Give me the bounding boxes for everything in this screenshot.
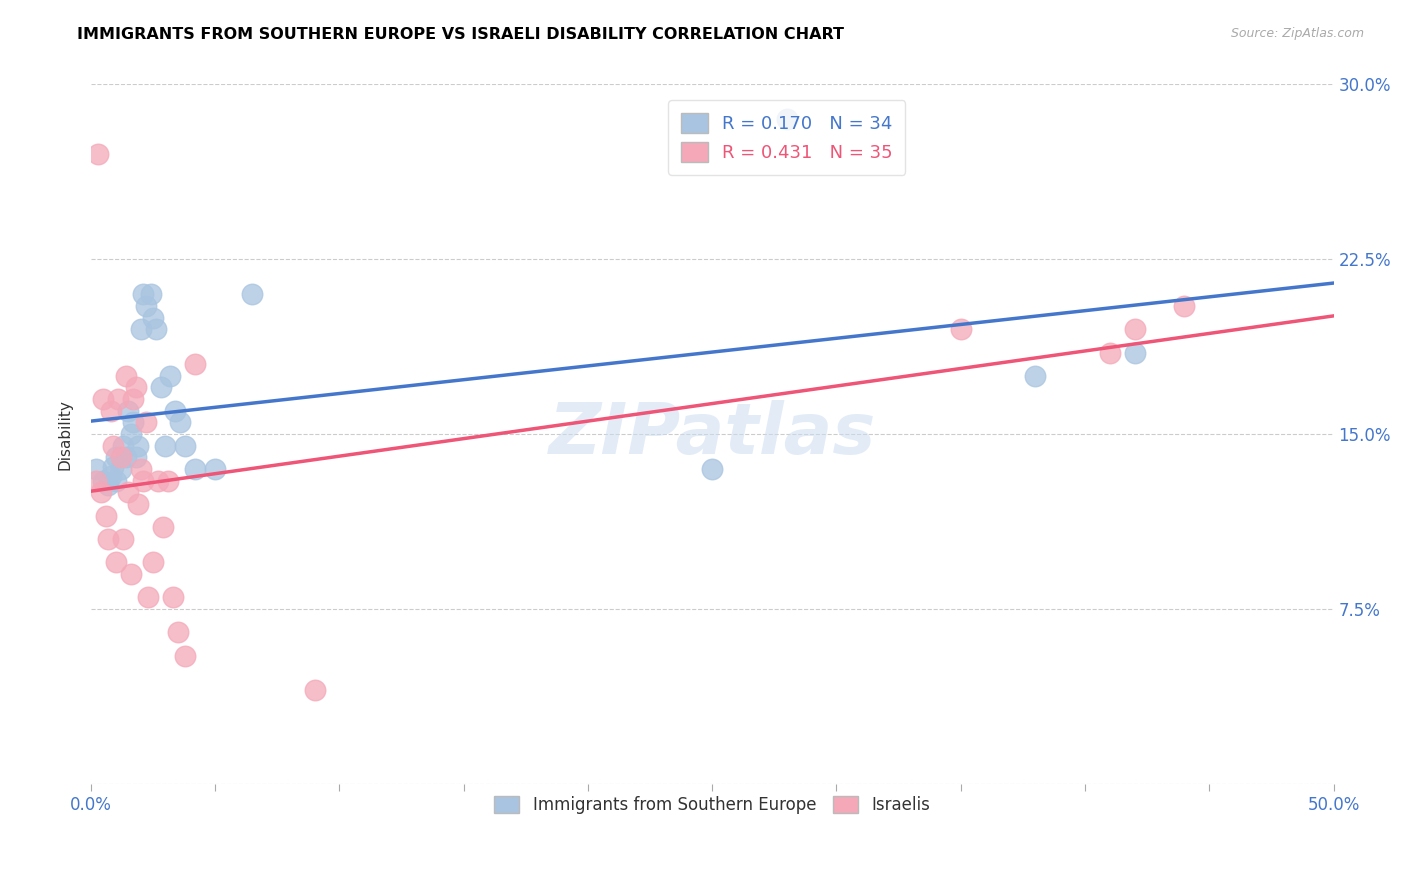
Point bbox=[1098, 345, 1121, 359]
Point bbox=[84, 474, 107, 488]
Point bbox=[204, 462, 226, 476]
Point bbox=[129, 322, 152, 336]
Legend: Immigrants from Southern Europe, Israelis: Immigrants from Southern Europe, Israeli… bbox=[485, 786, 941, 824]
Point bbox=[152, 520, 174, 534]
Point bbox=[129, 462, 152, 476]
Point bbox=[120, 427, 142, 442]
Point bbox=[112, 532, 135, 546]
Point bbox=[304, 683, 326, 698]
Point bbox=[776, 112, 799, 127]
Text: Source: ZipAtlas.com: Source: ZipAtlas.com bbox=[1230, 27, 1364, 40]
Point bbox=[100, 404, 122, 418]
Point bbox=[122, 392, 145, 406]
Point bbox=[122, 416, 145, 430]
Point bbox=[135, 416, 157, 430]
Point bbox=[114, 368, 136, 383]
Point bbox=[104, 474, 127, 488]
Point bbox=[93, 392, 115, 406]
Point bbox=[97, 478, 120, 492]
Point bbox=[1123, 322, 1146, 336]
Point bbox=[132, 287, 155, 301]
Text: ZIPatlas: ZIPatlas bbox=[548, 400, 876, 468]
Point bbox=[120, 566, 142, 581]
Point bbox=[84, 462, 107, 476]
Point bbox=[1173, 299, 1195, 313]
Point bbox=[162, 591, 184, 605]
Point bbox=[124, 380, 146, 394]
Point bbox=[149, 380, 172, 394]
Point bbox=[127, 497, 149, 511]
Point bbox=[110, 450, 132, 465]
Point bbox=[139, 287, 162, 301]
Point bbox=[1024, 368, 1046, 383]
Text: IMMIGRANTS FROM SOUTHERN EUROPE VS ISRAELI DISABILITY CORRELATION CHART: IMMIGRANTS FROM SOUTHERN EUROPE VS ISRAE… bbox=[77, 27, 845, 42]
Point bbox=[167, 625, 190, 640]
Point bbox=[145, 322, 167, 336]
Point bbox=[117, 404, 139, 418]
Point bbox=[949, 322, 972, 336]
Point bbox=[136, 591, 159, 605]
Point bbox=[104, 450, 127, 465]
Point bbox=[142, 310, 165, 325]
Point bbox=[174, 648, 197, 663]
Point bbox=[90, 485, 112, 500]
Point bbox=[100, 469, 122, 483]
Point bbox=[94, 508, 117, 523]
Y-axis label: Disability: Disability bbox=[58, 399, 72, 469]
Point bbox=[97, 532, 120, 546]
Point bbox=[117, 485, 139, 500]
Point bbox=[107, 392, 129, 406]
Point bbox=[184, 357, 207, 371]
Point bbox=[169, 416, 191, 430]
Point bbox=[142, 555, 165, 569]
Point bbox=[104, 555, 127, 569]
Point bbox=[184, 462, 207, 476]
Point bbox=[702, 462, 724, 476]
Point bbox=[110, 462, 132, 476]
Point bbox=[159, 368, 181, 383]
Point bbox=[112, 439, 135, 453]
Point bbox=[127, 439, 149, 453]
Point bbox=[87, 147, 110, 161]
Point bbox=[1123, 345, 1146, 359]
Point bbox=[103, 439, 125, 453]
Point bbox=[135, 299, 157, 313]
Point bbox=[146, 474, 169, 488]
Point bbox=[114, 450, 136, 465]
Point bbox=[93, 474, 115, 488]
Point bbox=[155, 439, 177, 453]
Point bbox=[242, 287, 264, 301]
Point bbox=[165, 404, 187, 418]
Point bbox=[156, 474, 179, 488]
Point bbox=[174, 439, 197, 453]
Point bbox=[124, 450, 146, 465]
Point bbox=[132, 474, 155, 488]
Point bbox=[103, 459, 125, 474]
